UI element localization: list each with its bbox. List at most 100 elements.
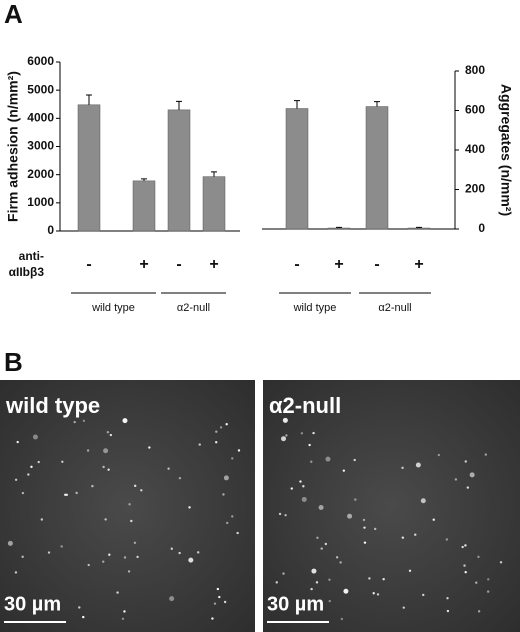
fluorescent-spot: [368, 577, 371, 580]
y-tick-label: 2000: [27, 167, 54, 181]
x-tick-label: -: [86, 256, 91, 273]
group-label: α2-null: [177, 302, 210, 314]
fluorescent-spot: [328, 599, 331, 603]
fluorescent-spot: [87, 563, 90, 567]
fluorescent-spot: [310, 460, 313, 463]
fluorescent-spot: [285, 434, 288, 437]
fluorescent-spot: [437, 453, 441, 457]
fluorescent-spot: [197, 551, 200, 554]
fluorescent-spot: [16, 440, 19, 444]
fluorescent-spot: [382, 577, 385, 581]
fluorescent-spot: [401, 536, 405, 539]
fluorescent-spot: [363, 541, 367, 544]
fluorescent-spot: [73, 420, 76, 424]
group-label: α2-null: [378, 302, 411, 314]
fluorescent-spot: [316, 536, 319, 540]
y-tick-label: 3000: [27, 139, 54, 153]
fluorescent-spot: [282, 417, 288, 423]
error-bar: [211, 171, 217, 177]
fluorescent-spot: [7, 540, 13, 546]
fluorescent-spot: [82, 419, 86, 423]
x-tick-label: +: [334, 256, 343, 273]
bar: [202, 176, 226, 232]
y-tick-label: 4000: [27, 111, 54, 125]
fluorescent-spot: [64, 493, 67, 496]
y-tick-label: 1000: [27, 195, 54, 209]
fluorescent-spot: [103, 448, 109, 454]
fluorescent-spot: [211, 617, 214, 620]
fluorescent-spot: [231, 515, 234, 518]
fluorescent-spot: [128, 503, 131, 506]
fluorescent-spot: [408, 569, 412, 572]
fluorescent-spot: [308, 443, 311, 447]
image-label: α2-null: [269, 393, 341, 418]
fluorescent-spot: [402, 606, 405, 609]
fluorescent-spot: [446, 597, 449, 600]
fluorescent-spot: [354, 498, 357, 501]
fluorescent-spot: [415, 462, 421, 468]
fluorescent-spot: [225, 422, 228, 426]
fluorescent-spot: [484, 453, 487, 456]
x-tick-label: -: [294, 256, 299, 273]
fluorescent-spot: [123, 610, 126, 613]
fluorescent-spot: [108, 553, 111, 556]
fluorescent-spot: [475, 581, 478, 584]
fluorescent-spot: [339, 561, 342, 564]
y-axis-title: Firm adhesion (n/mm²): [5, 71, 21, 222]
y-axis-title: Aggregates (n/mm²): [498, 84, 514, 216]
y-tick-label: 800: [465, 63, 485, 77]
panel-label: B: [4, 347, 23, 377]
fluorescent-spot: [148, 446, 151, 449]
fluorescent-spot: [178, 476, 182, 480]
fluorescent-spot: [312, 431, 315, 435]
row-label: anti-: [19, 249, 44, 263]
y-tick-label: 5000: [27, 82, 54, 96]
error-bar: [176, 100, 182, 110]
fluorescent-spot: [300, 432, 304, 435]
error-bar: [374, 101, 380, 107]
fluorescent-spot: [320, 547, 323, 550]
fluorescent-spot: [290, 487, 293, 490]
error-bar: [86, 94, 92, 105]
fluorescent-spot: [301, 496, 307, 502]
fluorescent-spot: [325, 456, 331, 462]
scale-label: 30 µm: [4, 593, 61, 615]
fluorescent-spot: [223, 600, 227, 604]
fluorescent-spot: [198, 443, 201, 446]
group-label: wild type: [91, 302, 135, 314]
fluorescent-spot: [86, 449, 90, 452]
fluorescent-spot: [372, 592, 375, 595]
bar: [327, 227, 351, 230]
fluorescent-spot: [422, 593, 425, 597]
y-tick-label: 0: [47, 223, 54, 237]
fluorescent-spot: [121, 617, 125, 620]
fluorescent-spot: [82, 615, 85, 619]
y-tick-label: 6000: [27, 54, 54, 68]
fluorescent-spot: [218, 595, 221, 599]
fluorescent-spot: [78, 606, 81, 609]
fluorescent-spot: [133, 541, 137, 545]
fluorescent-spot: [61, 460, 64, 463]
fluorescent-spot: [133, 484, 137, 488]
y-tick-label: 0: [478, 221, 485, 235]
x-tick-label: -: [374, 256, 379, 273]
fluorescent-spot: [342, 469, 346, 472]
fluorescent-spot: [454, 478, 458, 481]
fluorescent-spot: [226, 521, 229, 525]
fluorescent-spot: [353, 458, 356, 462]
fluorescent-spot: [21, 491, 25, 495]
fluorescent-spot: [215, 430, 218, 433]
fluorescent-spot: [169, 596, 175, 602]
fluorescent-spot: [486, 590, 490, 593]
fluorescent-spot: [231, 457, 234, 460]
x-tick-label: +: [209, 256, 218, 273]
fluorescent-spot: [487, 578, 490, 581]
fluorescent-spot: [178, 551, 181, 555]
fluorescent-spot: [188, 506, 191, 509]
bar: [132, 180, 156, 232]
y-tick-label: 200: [465, 182, 485, 196]
fluorescent-spot: [469, 472, 475, 478]
fluorescent-spot: [30, 465, 33, 469]
fluorescent-spot: [499, 561, 503, 564]
fluorescent-spot: [222, 493, 225, 496]
